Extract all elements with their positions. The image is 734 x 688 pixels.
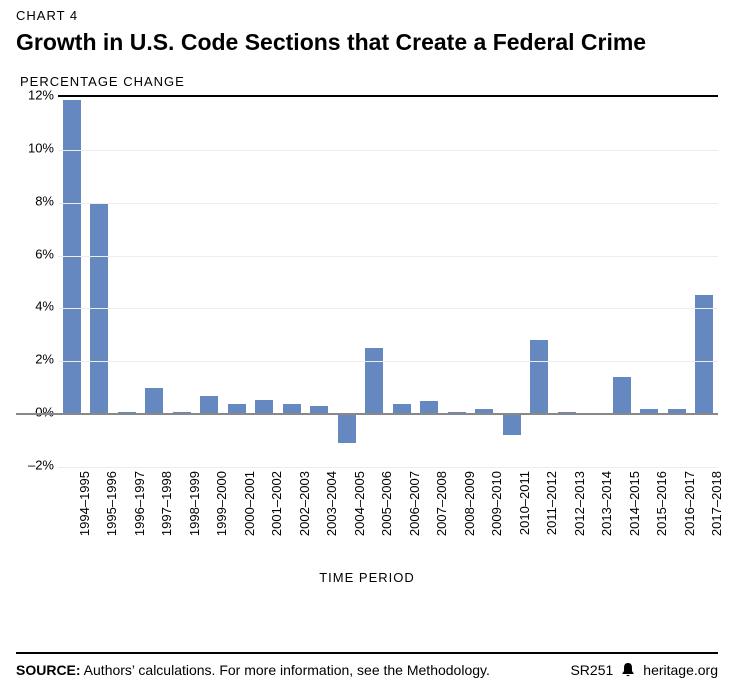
x-tick-label: 2004–2005 bbox=[352, 471, 367, 536]
x-tick-label: 2014–2015 bbox=[627, 471, 642, 536]
x-tick-label: 2015–2016 bbox=[654, 471, 669, 536]
footer-divider bbox=[16, 652, 718, 654]
bar bbox=[695, 295, 713, 414]
chart-area: 12%10%8%6%4%2%0%–2% 1994–19951995–199619… bbox=[16, 95, 718, 575]
x-tick-label: 1996–1997 bbox=[132, 471, 147, 536]
bar bbox=[530, 340, 548, 414]
y-tick-label: 8% bbox=[16, 193, 54, 208]
bars-layer bbox=[58, 97, 718, 465]
x-tick-label: 1999–2000 bbox=[214, 471, 229, 536]
x-tick-label: 1998–1999 bbox=[187, 471, 202, 536]
x-tick-label: 2013–2014 bbox=[599, 471, 614, 536]
x-tick-label: 1997–1998 bbox=[159, 471, 174, 536]
plot-region bbox=[58, 95, 718, 465]
x-tick-label: 2016–2017 bbox=[682, 471, 697, 536]
x-axis-title: TIME PERIOD bbox=[16, 570, 718, 585]
x-tick-label: 2002–2003 bbox=[297, 471, 312, 536]
footer: SOURCE: Authors’ calculations. For more … bbox=[16, 662, 718, 678]
x-tick-label: 2011–2012 bbox=[544, 471, 559, 535]
grid-line bbox=[58, 361, 718, 362]
source-text: Authors’ calculations. For more informat… bbox=[81, 662, 490, 678]
footer-right: SR251 heritage.org bbox=[570, 662, 718, 678]
x-tick-label: 2003–2004 bbox=[324, 471, 339, 536]
y-tick-label: 0% bbox=[16, 405, 54, 420]
x-tick-label: 2009–2010 bbox=[489, 471, 504, 536]
x-tick-label: 2012–2013 bbox=[572, 471, 587, 536]
bar bbox=[200, 396, 218, 415]
bar bbox=[420, 401, 438, 414]
source-line: SOURCE: Authors’ calculations. For more … bbox=[16, 662, 490, 678]
chart-number: CHART 4 bbox=[16, 8, 718, 23]
bar bbox=[255, 400, 273, 415]
bar bbox=[613, 377, 631, 414]
y-tick-label: 6% bbox=[16, 246, 54, 261]
source-label: SOURCE: bbox=[16, 662, 81, 678]
x-tick-label: 2005–2006 bbox=[379, 471, 394, 536]
x-tick-label: 2006–2007 bbox=[407, 471, 422, 536]
y-tick-label: –2% bbox=[16, 458, 54, 473]
site-label: heritage.org bbox=[643, 662, 718, 678]
bar bbox=[365, 348, 383, 414]
bar bbox=[145, 388, 163, 414]
x-tick-label: 2007–2008 bbox=[434, 471, 449, 536]
grid-line bbox=[58, 256, 718, 257]
x-tick-label: 1994–1995 bbox=[77, 471, 92, 536]
bar bbox=[63, 100, 81, 415]
y-tick-label: 12% bbox=[16, 88, 54, 103]
bell-icon bbox=[621, 662, 635, 678]
x-tick-label: 2010–2011 bbox=[517, 471, 532, 535]
x-tick-label: 2017–2018 bbox=[709, 471, 724, 536]
x-tick-label: 2000–2001 bbox=[242, 471, 257, 536]
grid-line bbox=[58, 308, 718, 309]
y-tick-label: 10% bbox=[16, 140, 54, 155]
x-axis-labels: 1994–1995 1995–1996 1996–1997 1997–1998 1998… bbox=[58, 471, 718, 551]
grid-line bbox=[58, 467, 718, 468]
doc-id: SR251 bbox=[570, 662, 613, 678]
y-axis-title: PERCENTAGE CHANGE bbox=[20, 74, 718, 89]
chart-title: Growth in U.S. Code Sections that Create… bbox=[16, 29, 718, 56]
y-tick-label: 4% bbox=[16, 299, 54, 314]
zero-line bbox=[16, 413, 718, 415]
bar bbox=[338, 414, 356, 443]
x-tick-label: 2001–2002 bbox=[269, 471, 284, 536]
bar bbox=[503, 414, 521, 435]
x-tick-label: 2008–2009 bbox=[462, 471, 477, 536]
grid-line bbox=[58, 150, 718, 151]
y-tick-label: 2% bbox=[16, 352, 54, 367]
grid-line bbox=[58, 203, 718, 204]
x-tick-label: 1995–1996 bbox=[104, 471, 119, 536]
